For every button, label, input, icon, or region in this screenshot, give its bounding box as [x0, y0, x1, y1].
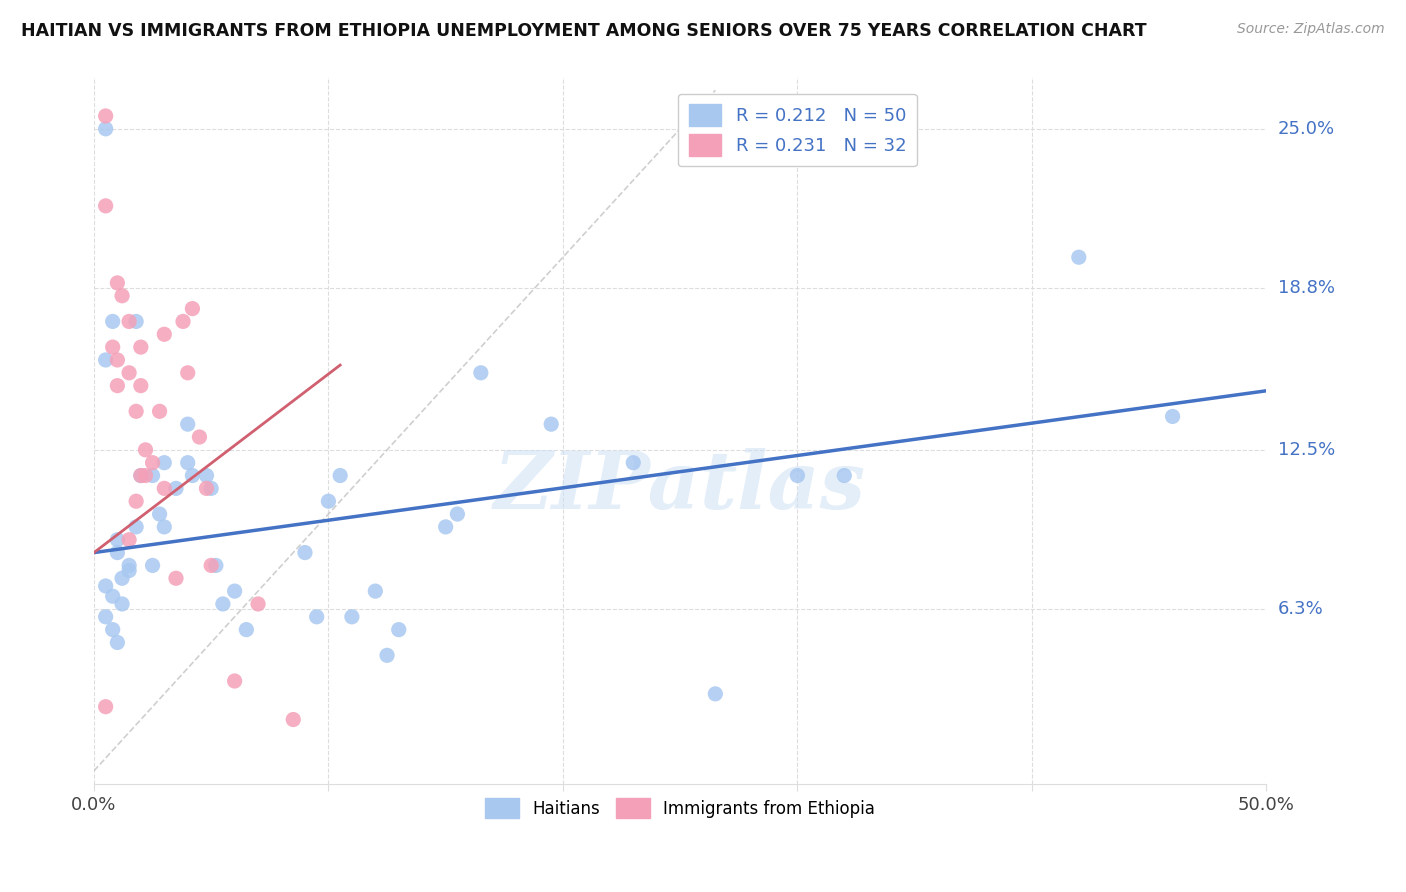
- Point: [94, 609, 117, 624]
- Point: [101, 623, 124, 637]
- Point: [101, 314, 124, 328]
- Point: [318, 494, 340, 508]
- Point: [129, 340, 152, 354]
- Point: [129, 468, 152, 483]
- Point: [540, 417, 562, 432]
- Point: [149, 404, 172, 418]
- Point: [94, 121, 117, 136]
- Point: [177, 456, 200, 470]
- Point: [118, 564, 141, 578]
- Point: [105, 533, 128, 547]
- Point: [111, 289, 134, 303]
- Point: [129, 378, 152, 392]
- Point: [181, 301, 204, 316]
- Point: [129, 468, 152, 483]
- Point: [101, 589, 124, 603]
- Point: [105, 378, 128, 392]
- Point: [118, 314, 141, 328]
- Point: [188, 430, 211, 444]
- Point: [153, 520, 176, 534]
- Point: [1161, 409, 1184, 424]
- Point: [105, 353, 128, 368]
- Point: [340, 609, 363, 624]
- Point: [212, 597, 235, 611]
- Point: [111, 571, 134, 585]
- Point: [294, 545, 316, 559]
- Point: [434, 520, 457, 534]
- Point: [125, 314, 148, 328]
- Point: [200, 558, 222, 573]
- Text: 18.8%: 18.8%: [1278, 279, 1334, 297]
- Point: [621, 456, 644, 470]
- Point: [470, 366, 492, 380]
- Point: [94, 579, 117, 593]
- Point: [94, 109, 117, 123]
- Text: HAITIAN VS IMMIGRANTS FROM ETHIOPIA UNEMPLOYMENT AMONG SENIORS OVER 75 YEARS COR: HAITIAN VS IMMIGRANTS FROM ETHIOPIA UNEM…: [21, 22, 1147, 40]
- Point: [165, 482, 187, 496]
- Text: 12.5%: 12.5%: [1278, 441, 1334, 458]
- Point: [153, 482, 176, 496]
- Point: [111, 597, 134, 611]
- Point: [177, 366, 200, 380]
- Point: [195, 468, 218, 483]
- Point: [446, 507, 468, 521]
- Point: [125, 404, 148, 418]
- Point: [200, 482, 222, 496]
- Point: [118, 533, 141, 547]
- Point: [283, 713, 305, 727]
- Point: [181, 468, 204, 483]
- Point: [134, 468, 156, 483]
- Point: [195, 482, 218, 496]
- Point: [94, 199, 117, 213]
- Point: [1067, 250, 1090, 264]
- Point: [105, 276, 128, 290]
- Point: [134, 442, 156, 457]
- Point: [105, 635, 128, 649]
- Text: 25.0%: 25.0%: [1278, 120, 1334, 137]
- Point: [105, 545, 128, 559]
- Point: [834, 468, 856, 483]
- Point: [305, 609, 328, 624]
- Point: [142, 468, 165, 483]
- Point: [224, 584, 246, 599]
- Point: [172, 314, 194, 328]
- Point: [329, 468, 352, 483]
- Point: [247, 597, 270, 611]
- Point: [142, 558, 165, 573]
- Point: [177, 417, 200, 432]
- Point: [118, 558, 141, 573]
- Point: [94, 699, 117, 714]
- Point: [142, 456, 165, 470]
- Point: [364, 584, 387, 599]
- Point: [235, 623, 257, 637]
- Point: [375, 648, 398, 663]
- Point: [165, 571, 187, 585]
- Text: Source: ZipAtlas.com: Source: ZipAtlas.com: [1237, 22, 1385, 37]
- Point: [786, 468, 808, 483]
- Point: [153, 456, 176, 470]
- Point: [704, 687, 727, 701]
- Legend: Haitians, Immigrants from Ethiopia: Haitians, Immigrants from Ethiopia: [478, 791, 882, 825]
- Point: [388, 623, 411, 637]
- Point: [125, 494, 148, 508]
- Point: [149, 507, 172, 521]
- Point: [125, 520, 148, 534]
- Point: [101, 340, 124, 354]
- Text: ZIPatlas: ZIPatlas: [494, 449, 866, 526]
- Text: 6.3%: 6.3%: [1278, 600, 1323, 618]
- Point: [153, 327, 176, 342]
- Point: [118, 366, 141, 380]
- Point: [94, 353, 117, 368]
- Point: [224, 673, 246, 688]
- Point: [205, 558, 228, 573]
